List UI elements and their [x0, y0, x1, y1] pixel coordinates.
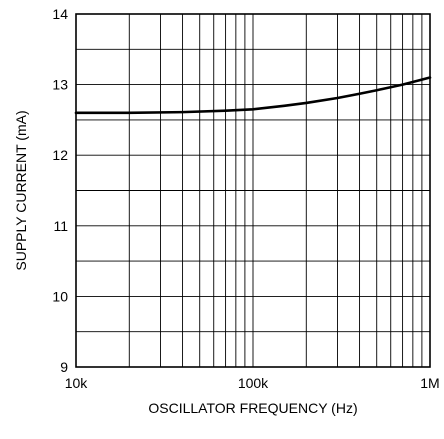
y-tick-label: 10: [52, 288, 68, 304]
supply-current-curve: [74, 76, 432, 115]
x-tick-label: 100k: [238, 375, 269, 391]
y-tick-label: 11: [53, 218, 68, 234]
y-tick-label: 12: [52, 147, 68, 163]
plot-frame: [75, 13, 431, 368]
x-tick-label: 10k: [65, 375, 89, 391]
y-tick-label: 14: [52, 6, 68, 22]
y-tick-label: 9: [60, 359, 68, 375]
y-tick-label: 13: [52, 77, 68, 93]
y-axis-label: SUPPLY CURRENT (mA): [13, 110, 29, 270]
tick-labels: 10k 100k 1M 9 10 11 12 13 14: [52, 6, 439, 391]
series-layer: [74, 76, 432, 115]
x-axis-label: OSCILLATOR FREQUENCY (Hz): [148, 400, 357, 416]
x-tick-label: 1M: [420, 375, 439, 391]
grid: [76, 14, 430, 367]
